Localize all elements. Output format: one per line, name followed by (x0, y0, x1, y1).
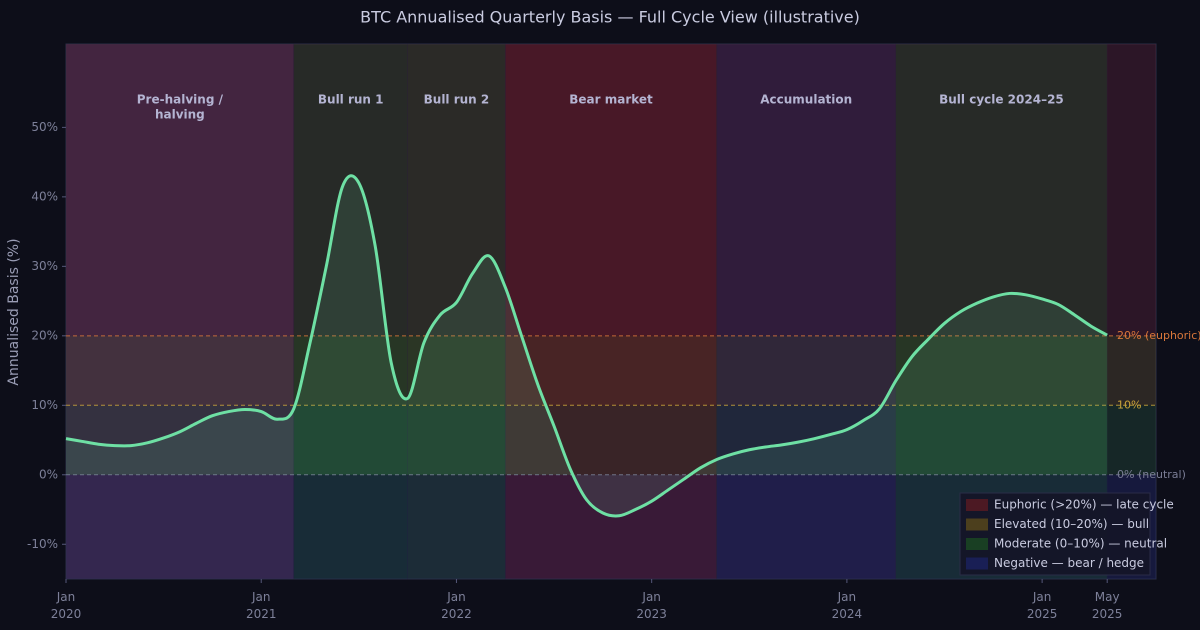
y-tick-label: 50% (31, 120, 58, 134)
phase-band (65, 43, 295, 580)
x-tick-label: Jan 2024 (832, 590, 863, 621)
x-tick-label: Jan 2023 (636, 590, 667, 621)
legend-swatch (966, 538, 988, 550)
phase-band (716, 43, 897, 580)
x-tick-label: Jan 2020 (51, 590, 82, 621)
legend-label: Negative — bear / hedge (994, 556, 1144, 570)
phase-label: Bear market (569, 93, 653, 107)
phase-label: Bull run 1 (318, 93, 384, 107)
basis-line (65, 174, 1108, 518)
x-tick-label: Jan 2022 (441, 590, 472, 621)
legend-label: Elevated (10–20%) — bull (994, 517, 1149, 531)
x-tick-label: Jan 2025 (1027, 590, 1058, 621)
phase-label: Bull run 2 (424, 93, 490, 107)
x-tick-label: May 2025 (1092, 590, 1123, 621)
reference-label: 0% (neutral) (1117, 468, 1186, 481)
y-tick-label: 0% (39, 467, 58, 481)
zone-band (66, 44, 1156, 336)
reference-label: 20% (euphoric) (1117, 329, 1200, 342)
zone-band (66, 335, 1156, 406)
phase-band (293, 43, 408, 580)
zone-band (66, 405, 1156, 475)
reference-label: 10% (1117, 398, 1141, 411)
y-tick-label: 10% (31, 398, 58, 412)
y-tick-label: -10% (27, 537, 58, 551)
y-tick-label: 20% (31, 328, 58, 342)
legend-box (959, 492, 1151, 576)
phase-label: Accumulation (760, 93, 852, 107)
phase-band (504, 43, 718, 580)
chart-title: BTC Annualised Quarterly Basis — Full Cy… (360, 8, 860, 27)
x-tick-label: Jan 2021 (246, 590, 277, 621)
phase-label: Pre-halving / (137, 93, 224, 107)
y-tick-label: 30% (31, 259, 58, 273)
phase-band (407, 43, 506, 580)
legend-swatch (966, 557, 988, 570)
legend-label: Moderate (0–10%) — neutral (994, 537, 1167, 551)
phase-label: Bull cycle 2024–25 (939, 93, 1064, 107)
legend-label: Euphoric (>20%) — late cycle (994, 498, 1174, 512)
legend-swatch (966, 518, 988, 531)
legend-swatch (966, 499, 988, 511)
y-tick-label: 40% (31, 189, 58, 203)
plot-area (65, 43, 1157, 580)
phase-label: halving (155, 108, 205, 122)
y-axis-label: Annualised Basis (%) (6, 238, 22, 385)
